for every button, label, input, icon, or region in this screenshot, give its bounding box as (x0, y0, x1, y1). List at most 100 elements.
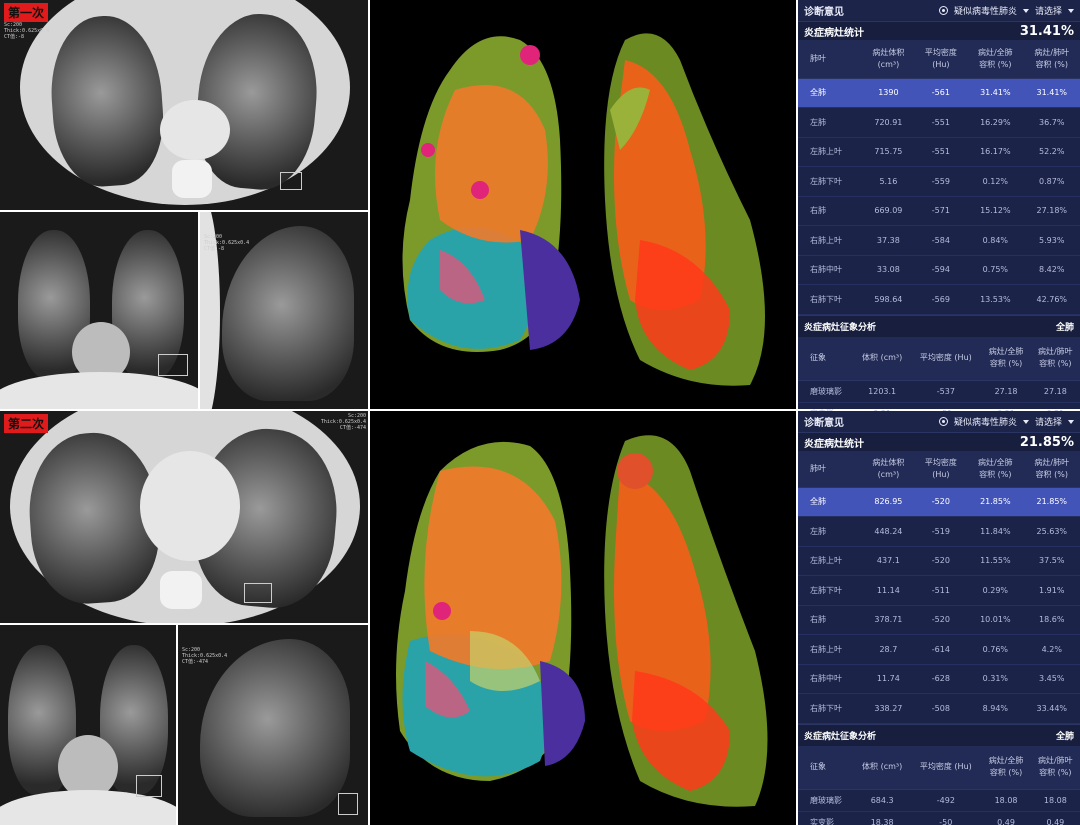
table-cell: 437.1 (862, 546, 915, 576)
table-row[interactable]: 左肺下叶 11.14 -511 0.29% 1.91% (798, 575, 1080, 606)
panel-title: 诊断意见 (804, 7, 844, 18)
choose-select[interactable]: 请选择 (1034, 418, 1062, 428)
table-cell: 右肺上叶 (798, 225, 863, 256)
column-header: 病灶/肺叶 容积 (%) (1023, 40, 1080, 79)
column-header: 病灶/全肺 容积 (%) (981, 745, 1031, 790)
choose-select[interactable]: 请选择 (1034, 7, 1062, 17)
table-cell: -520 (914, 605, 968, 635)
table-cell: -520 (914, 546, 968, 576)
3d-lung-illustration (396, 435, 768, 807)
table-cell: 18.6% (1023, 605, 1080, 635)
sign-scope[interactable]: 全肺 (1055, 731, 1074, 742)
table-cell: 25.63% (1023, 516, 1080, 547)
coronal-ct-view-1[interactable] (0, 212, 198, 409)
table-cell: 5.16 (862, 166, 915, 197)
sign-analysis-header: 炎症病灶征象分析 全肺 (798, 723, 1080, 746)
table-cell: -571 (914, 196, 968, 226)
sagittal-ct-view-2[interactable]: Sc:200 Thick:0.625x0.4 CT值:-474 (178, 625, 368, 825)
sign-analysis-header: 炎症病灶征象分析 全肺 (798, 314, 1080, 337)
column-header: 病灶/全肺 容积 (%) (981, 336, 1031, 381)
column-header: 肺叶 (798, 451, 863, 488)
table-cell: 11.14 (862, 575, 915, 606)
stats-title: 炎症病灶统计 (804, 27, 864, 39)
table-cell: 右肺 (798, 605, 863, 635)
table-cell: 16.17% (967, 137, 1024, 167)
stats-title: 炎症病灶统计 (804, 438, 864, 450)
table-cell: 1390 (862, 78, 915, 108)
total-percentage: 21.85% (1019, 434, 1074, 450)
table-row[interactable]: 右肺中叶 11.74 -628 0.31% 3.45% (798, 664, 1080, 694)
table-cell: -511 (914, 575, 968, 606)
table-cell: -551 (914, 137, 968, 167)
coronal-meta: Sc:200 Thick:0.625x0.4 CT值:-8 (204, 234, 250, 252)
table-row[interactable]: 左肺上叶 715.75 -551 16.17% 52.2% (798, 137, 1080, 167)
virus-icon (938, 6, 948, 15)
column-header: 征象 (798, 336, 855, 381)
chevron-down-icon[interactable] (1068, 419, 1074, 424)
table-row[interactable]: 右肺 378.71 -520 10.01% 18.6% (798, 605, 1080, 635)
3d-lung-render-1[interactable] (370, 0, 796, 409)
table-row[interactable]: 全肺 1390 -561 31.41% 31.41% (798, 78, 1080, 108)
stats-summary: 炎症病灶统计 21.85% (798, 433, 1080, 451)
column-header: 病灶/肺叶 容积 (%) (1030, 336, 1080, 381)
chevron-down-icon[interactable] (1022, 8, 1029, 13)
table-row[interactable]: 左肺下叶 5.16 -559 0.12% 0.87% (798, 166, 1080, 197)
table-cell: 37.38 (862, 225, 915, 256)
table-cell: 36.7% (1023, 107, 1080, 138)
sign-stats-table: 征象 体积 (cm³) 平均密度 (Hu) 病灶/全肺 容积 (%) 病灶/肺叶 容积 … (798, 745, 1080, 825)
column-header: 病灶/全肺 容积 (%) (967, 451, 1024, 488)
table-cell: 21.85% (967, 487, 1024, 517)
column-header: 病灶体积 (cm³) (862, 451, 915, 488)
sagittal-ct-view-1[interactable]: Sc:200 Thick:0.625x0.4 CT值:-8 (200, 212, 368, 409)
table-row[interactable]: 左肺上叶 437.1 -520 11.55% 37.5% (798, 546, 1080, 576)
sign-scope[interactable]: 全肺 (1055, 322, 1074, 333)
column-header: 病灶/肺叶 容积 (%) (1030, 745, 1080, 790)
table-row[interactable]: 实变影 18.38 -50 0.49 0.49 (798, 811, 1080, 825)
table-cell: 左肺上叶 (798, 137, 863, 167)
table-cell: 全肺 (798, 487, 863, 517)
coronal-ct-view-2[interactable] (0, 625, 176, 825)
table-cell: 0.29% (967, 575, 1024, 606)
table-cell: 11.84% (967, 516, 1024, 547)
table-cell: -520 (914, 487, 968, 517)
table-row[interactable]: 磨玻璃影 684.3 -492 18.08 18.08 (798, 789, 1080, 812)
axial-ct-view-1[interactable]: 第一次 Sc:200 Thick:0.625x0.4 CT值:-8 (0, 0, 368, 210)
table-row[interactable]: 右肺 669.09 -571 15.12% 27.18% (798, 196, 1080, 226)
table-cell: 左肺 (798, 107, 863, 138)
chevron-down-icon[interactable] (1068, 8, 1074, 13)
axial-ct-view-2[interactable]: 第二次 Sc:200 Thick:0.625x0.4 CT值:-474 (0, 411, 368, 623)
coronal-meta: Sc:200 Thick:0.625x0.4 CT值:-474 (182, 647, 228, 665)
table-row[interactable]: 右肺上叶 28.7 -614 0.76% 4.2% (798, 634, 1080, 665)
table-row[interactable]: 左肺 448.24 -519 11.84% 25.63% (798, 516, 1080, 547)
3d-lung-render-2[interactable] (370, 411, 796, 825)
diagnosis-select[interactable]: 疑似病毒性肺炎 (953, 7, 1017, 17)
column-header: 平均密度 (Hu) (914, 451, 968, 488)
table-row[interactable]: 右肺上叶 37.38 -584 0.84% 5.93% (798, 225, 1080, 256)
table-cell: 338.27 (862, 693, 915, 724)
table-cell: 0.12% (967, 166, 1024, 197)
table-row[interactable]: 右肺中叶 33.08 -594 0.75% 8.42% (798, 255, 1080, 285)
table-cell: 右肺下叶 (798, 693, 863, 724)
table-cell: 27.18% (1023, 196, 1080, 226)
table-cell: 3.45% (1023, 664, 1080, 694)
table-row[interactable]: 右肺下叶 338.27 -508 8.94% 33.44% (798, 693, 1080, 724)
table-cell: 左肺下叶 (798, 575, 863, 606)
table-row[interactable]: 右肺下叶 598.64 -569 13.53% 42.76% (798, 284, 1080, 315)
lobe-stats-table: 肺叶 病灶体积 (cm³) 平均密度 (Hu) 病灶/全肺 容积 (%) 病灶/肺叶 容… (798, 40, 1080, 315)
sign-title: 炎症病灶征象分析 (804, 322, 877, 333)
table-cell: 0.31% (967, 664, 1024, 694)
column-header: 体积 (cm³) (854, 745, 911, 790)
stats-summary: 炎症病灶统计 31.41% (798, 22, 1080, 40)
table-cell: -614 (914, 634, 968, 665)
chevron-down-icon[interactable] (1022, 419, 1029, 424)
column-header: 平均密度 (Hu) (910, 336, 982, 381)
column-header: 体积 (cm³) (854, 336, 911, 381)
table-cell: 21.85% (1023, 487, 1080, 517)
table-row[interactable]: 全肺 826.95 -520 21.85% 21.85% (798, 487, 1080, 517)
table-cell: -628 (914, 664, 968, 694)
table-row[interactable]: 左肺 720.91 -551 16.29% 36.7% (798, 107, 1080, 138)
table-cell: 715.75 (862, 137, 915, 167)
scan-tag: 第二次 (4, 414, 49, 433)
table-row[interactable]: 磨玻璃影 1203.1 -537 27.18 27.18 (798, 380, 1080, 403)
diagnosis-select[interactable]: 疑似病毒性肺炎 (953, 418, 1017, 428)
